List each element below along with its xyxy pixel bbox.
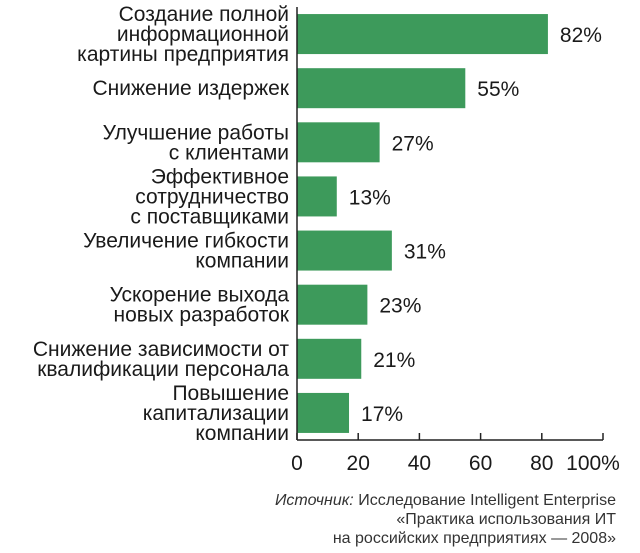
bar-6: [297, 284, 368, 325]
category-label-8-line-1: Повышение: [172, 382, 289, 405]
category-label-2-line-1: Снижение издержек: [93, 77, 290, 100]
value-label-1: 82%: [560, 24, 602, 47]
x-tick-label-40: 40: [408, 452, 431, 475]
bar-7: [297, 338, 362, 379]
x-tick-label-80: 80: [530, 452, 553, 475]
bar-8: [297, 392, 350, 433]
x-tick-label-20: 20: [347, 452, 370, 475]
category-label-4-line-2: сотрудничество: [135, 185, 289, 208]
category-label-3-line-1: Улучшение работы: [103, 121, 289, 144]
value-label-8: 17%: [361, 403, 403, 426]
source-line-1: Исследование Intelligent Enterprise: [358, 492, 616, 509]
category-label-1-line-1: Создание полной: [119, 3, 289, 26]
source-prefix: Источник:: [274, 492, 354, 509]
bar-5: [297, 230, 392, 271]
category-label-3-line-2: с клиентами: [169, 141, 289, 164]
category-label-1-line-2: информационной: [117, 23, 289, 46]
category-label-4-line-3: с поставщиками: [130, 205, 289, 228]
value-label-5: 31%: [404, 241, 446, 264]
value-label-4: 13%: [349, 186, 391, 209]
bar-1: [297, 14, 548, 55]
source-note: Источник: Исследование Intelligent Enter…: [275, 491, 616, 548]
value-label-3: 27%: [392, 132, 434, 155]
category-label-8-line-3: компании: [195, 422, 289, 445]
category-label-5-line-2: компании: [195, 250, 289, 273]
value-label-6: 23%: [379, 295, 421, 318]
bar-2: [297, 68, 466, 109]
category-label-5-line-1: Увеличение гибкости: [83, 230, 289, 253]
source-line-3: на российских предприятиях — 2008»: [332, 530, 616, 547]
category-label-4-line-1: Эффективное: [151, 165, 289, 188]
bar-3: [297, 122, 380, 163]
value-label-2: 55%: [477, 78, 519, 101]
x-tick-label-100: 100%: [566, 452, 620, 475]
x-tick-label-60: 60: [469, 452, 492, 475]
category-label-8-line-2: капитализации: [143, 402, 289, 425]
bar-4: [297, 176, 337, 217]
category-label-7-line-1: Снижение зависимости от: [33, 338, 290, 361]
category-label-6-line-1: Ускорение выхода: [110, 284, 290, 307]
category-label-6-line-2: новых разработок: [114, 304, 290, 327]
category-label-1-line-3: картины предприятия: [77, 43, 289, 66]
category-label-7-line-2: квалификации персонала: [37, 358, 289, 381]
value-label-7: 21%: [373, 349, 415, 372]
source-line-2: «Практика использования ИТ: [396, 511, 616, 528]
x-tick-label-0: 0: [291, 452, 303, 475]
